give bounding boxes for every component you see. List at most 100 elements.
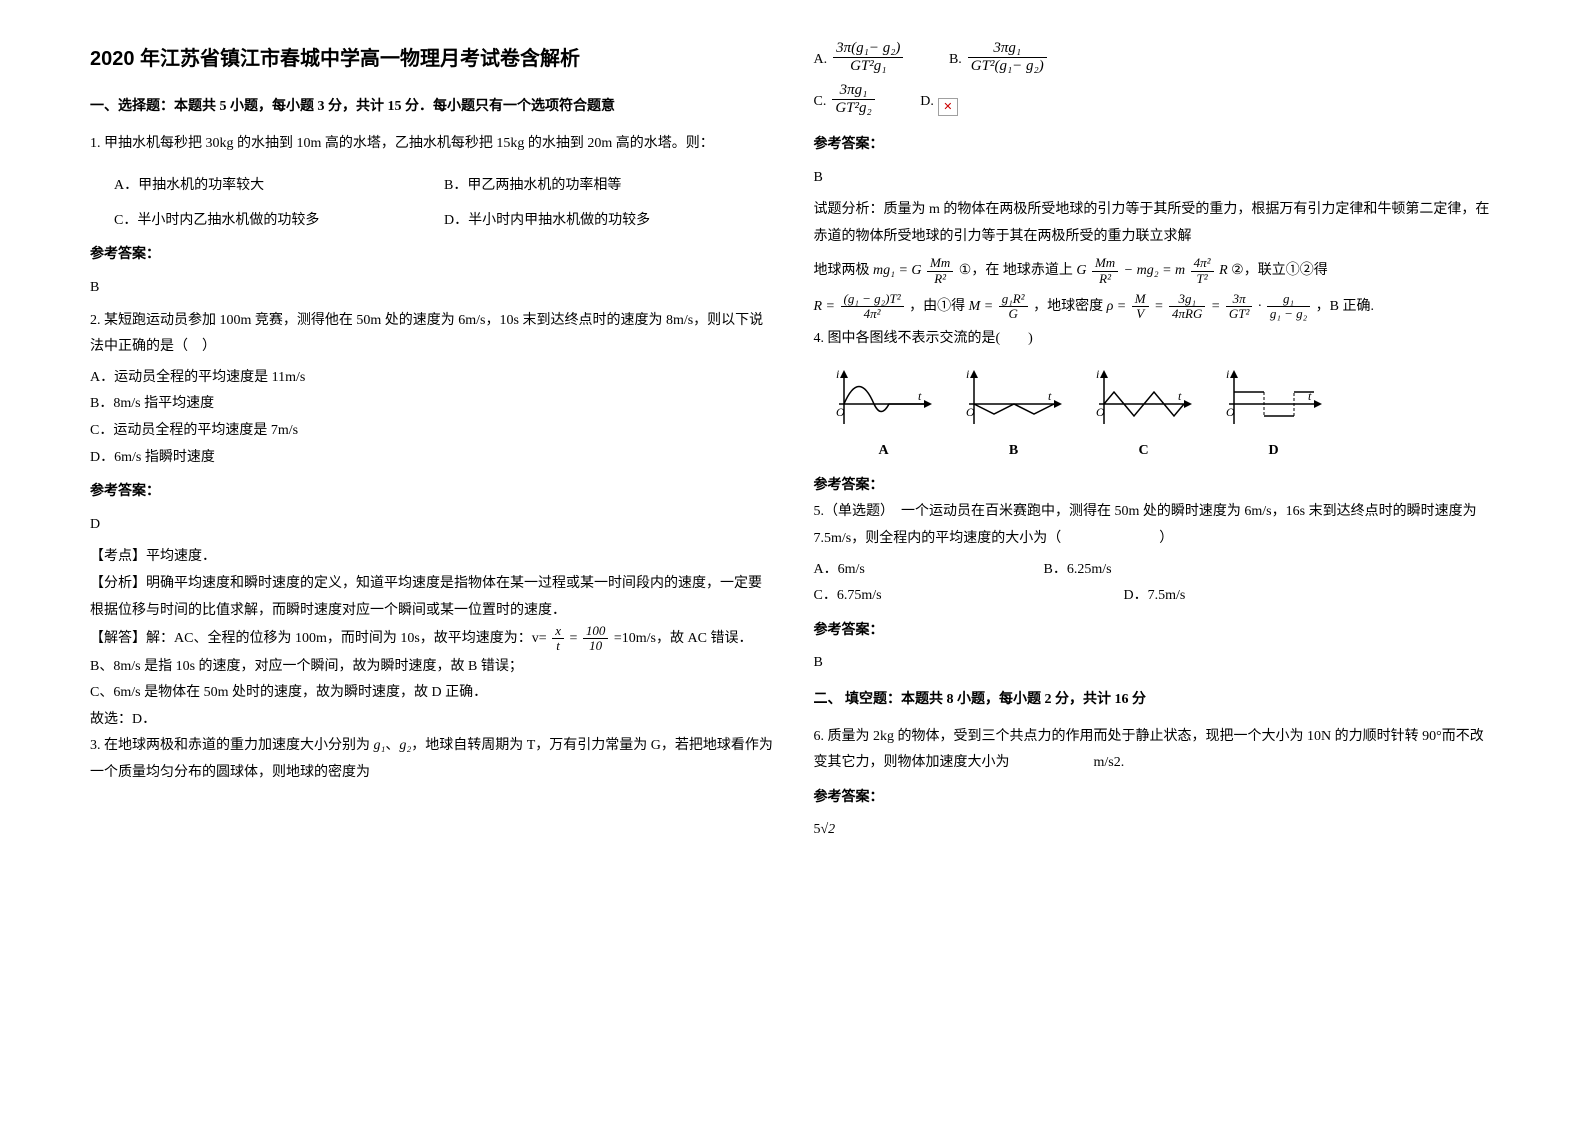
q3-f5-frac3: 3π GT² bbox=[1226, 292, 1253, 322]
q4-stem: 4. 图中各图线不表示交流的是( ) bbox=[814, 326, 1498, 353]
q2-answer: D bbox=[90, 512, 774, 539]
left-column: 2020 年江苏省镇江市春城中学高一物理月考试卷含解析 一、选择题：本题共 5 … bbox=[90, 40, 774, 850]
svg-text:O: O bbox=[836, 405, 845, 419]
wave-diagram-D: i O t bbox=[1224, 364, 1324, 434]
svg-text:i: i bbox=[1096, 367, 1099, 381]
q6-answer-pre: 5 bbox=[814, 822, 821, 837]
q3-optC: C. 3πg₁ GT²g₂ bbox=[814, 82, 877, 116]
q2-lineC: C、6m/s 是物体在 50m 处时的速度，故为瞬时速度，故 D 正确． bbox=[90, 680, 774, 707]
svg-text:O: O bbox=[1096, 405, 1105, 419]
q3-labelC: C. bbox=[814, 89, 827, 116]
svg-text:t: t bbox=[1308, 389, 1312, 403]
q4-labelA: A bbox=[834, 438, 934, 465]
q3-f3-lhs: R = bbox=[814, 299, 839, 314]
q3-f5-frac4: g₁ g₁ − g₂ bbox=[1267, 292, 1310, 322]
q3-stem-pre: 3. 在地球两极和赤道的重力加速度大小分别为 bbox=[90, 738, 374, 753]
q2-lineB: B、8m/s 是指 10s 的速度，对应一个瞬间，故为瞬时速度，故 B 错误； bbox=[90, 654, 774, 681]
q3-optA: A. 3π(g₁− g₂) GT²g₁ bbox=[814, 40, 906, 74]
svg-text:t: t bbox=[1048, 389, 1052, 403]
q3-f5-post: ，B 正确. bbox=[1316, 299, 1374, 314]
q3-f5-eq2: = bbox=[1211, 299, 1224, 314]
q4-answer-label: 参考答案： bbox=[814, 473, 1498, 500]
section1-head: 一、选择题：本题共 5 小题，每小题 3 分，共计 15 分．每小题只有一个选项… bbox=[90, 94, 774, 121]
q6-answer-label: 参考答案： bbox=[814, 785, 1498, 812]
wave-diagram-B: i O t bbox=[964, 364, 1064, 434]
svg-text:i: i bbox=[836, 367, 839, 381]
q5-options-row1: A．6m/s B．6.25m/s bbox=[814, 557, 1498, 584]
q2-optC: C．运动员全程的平均速度是 7m/s bbox=[90, 418, 774, 445]
q3-optD: D. ✕ bbox=[920, 89, 958, 116]
q1-answer-label: 参考答案： bbox=[90, 242, 774, 269]
q1-optA: A．甲抽水机的功率较大 bbox=[114, 173, 394, 200]
q3-labelB: B. bbox=[949, 47, 962, 74]
section2-head: 二、 填空题：本题共 8 小题，每小题 2 分，共计 16 分 bbox=[814, 687, 1498, 714]
q4-diagC: i O t C bbox=[1094, 364, 1194, 465]
q2-jieda-post: =10m/s，故 AC 错误． bbox=[614, 631, 753, 646]
q3-line2-pre: 地球两极 bbox=[814, 263, 874, 278]
q3-optB: B. 3πg₁ GT²(g₁− g₂) bbox=[949, 40, 1049, 74]
q3-f2-R: R bbox=[1219, 263, 1228, 278]
q5-optA: A．6m/s bbox=[814, 557, 994, 584]
q3-analysis: 试题分析：质量为 m 的物体在两极所受地球的引力等于其所受的重力，根据万有引力定… bbox=[814, 197, 1498, 250]
q3-labelA: A. bbox=[814, 47, 828, 74]
svg-text:t: t bbox=[918, 389, 922, 403]
q3-f5-dot: · bbox=[1258, 299, 1262, 314]
svg-text:O: O bbox=[1226, 405, 1235, 419]
q3-answer: B bbox=[814, 165, 1498, 192]
q3-optA-frac: 3π(g₁− g₂) GT²g₁ bbox=[833, 40, 903, 74]
svg-text:t: t bbox=[1178, 389, 1182, 403]
frac-x-t: x t bbox=[552, 624, 564, 654]
q2-optB: B．8m/s 指平均速度 bbox=[90, 391, 774, 418]
q1-options-row1: A．甲抽水机的功率较大 B．甲乙两抽水机的功率相等 bbox=[90, 173, 774, 200]
q3-f2-post: ②，联立①②得 bbox=[1231, 263, 1328, 278]
q4-diagB: i O t B bbox=[964, 364, 1064, 465]
q2-fenxi: 【分析】明确平均速度和瞬时速度的定义，知道平均速度是指物体在某一过程或某一时间段… bbox=[90, 571, 774, 624]
q1-stem: 1. 甲抽水机每秒把 30kg 的水抽到 10m 高的水塔，乙抽水机每秒把 15… bbox=[90, 131, 774, 158]
broken-image-icon: ✕ bbox=[938, 98, 958, 116]
wave-diagram-C: i O t bbox=[1094, 364, 1194, 434]
q3-optC-frac: 3πg₁ GT²g₂ bbox=[832, 82, 874, 116]
q5-optD: D．7.5m/s bbox=[1124, 583, 1186, 610]
q3-f2-frac: Mm R² bbox=[1092, 256, 1118, 286]
q3-g1: g₁ bbox=[374, 738, 386, 753]
q2-jieda: 【解答】解：AC、全程的位移为 100m，而时间为 10s，故平均速度为：v= … bbox=[90, 624, 774, 654]
q3-g2: g₂ bbox=[399, 738, 411, 753]
q4-labelC: C bbox=[1094, 438, 1194, 465]
q3-options-row2: C. 3πg₁ GT²g₂ D. ✕ bbox=[814, 82, 1498, 124]
q3-f4-frac: g₁R² G bbox=[999, 292, 1028, 322]
q3-f5-lhs: ρ = bbox=[1107, 299, 1130, 314]
q2-kaodian: 【考点】平均速度． bbox=[90, 544, 774, 571]
q3-f5-frac2: 3g₁ 4πRG bbox=[1169, 292, 1205, 322]
frac-100-10: 100 10 bbox=[583, 624, 609, 654]
q5-optB: B．6.25m/s bbox=[1044, 557, 1112, 584]
q3-f5-frac1: M V bbox=[1132, 292, 1149, 322]
q1-optB: B．甲乙两抽水机的功率相等 bbox=[444, 173, 621, 200]
q3-deriv-line2: R = (g₁ − g₂)T² 4π² ，由①得 M = g₁R² G ，地球密… bbox=[814, 292, 1498, 322]
right-column: A. 3π(g₁− g₂) GT²g₁ B. 3πg₁ GT²(g₁− g₂) … bbox=[814, 40, 1498, 850]
q3-f2-mid: − mg₂ = m bbox=[1124, 263, 1185, 278]
q2-optD: D．6m/s 指瞬时速度 bbox=[90, 445, 774, 472]
q2-optA: A．运动员全程的平均速度是 11m/s bbox=[90, 365, 774, 392]
q3-stem: 3. 在地球两极和赤道的重力加速度大小分别为 g₁、g₂，地球自转周期为 T，万… bbox=[90, 733, 774, 786]
q4-diagD: i O t D bbox=[1224, 364, 1324, 465]
q2-lineSel: 故选：D． bbox=[90, 707, 774, 734]
q3-f1-post: ①，在 地球赤道上 bbox=[959, 263, 1077, 278]
q3-stem-mid: 、 bbox=[385, 738, 399, 753]
q3-deriv-line1: 地球两极 mg₁ = G Mm R² ①，在 地球赤道上 G Mm R² − m… bbox=[814, 256, 1498, 286]
q4-labelD: D bbox=[1224, 438, 1324, 465]
q1-optD: D．半小时内甲抽水机做的功较多 bbox=[444, 208, 650, 235]
q3-f2-frac2: 4π² T² bbox=[1191, 256, 1214, 286]
q3-f2-lhs: G bbox=[1076, 263, 1086, 278]
q3-f1-lhs: mg₁ = G bbox=[873, 263, 922, 278]
q2-answer-label: 参考答案： bbox=[90, 479, 774, 506]
q2-jieda-pre: 【解答】解：AC、全程的位移为 100m，而时间为 10s，故平均速度为：v= bbox=[90, 631, 547, 646]
q5-stem: 5.（单选题） 一个运动员在百米赛跑中，测得在 50m 处的瞬时速度为 6m/s… bbox=[814, 499, 1498, 552]
q3-f1-frac: Mm R² bbox=[927, 256, 953, 286]
q1-options-row2: C．半小时内乙抽水机做的功较多 D．半小时内甲抽水机做的功较多 bbox=[90, 208, 774, 235]
svg-text:i: i bbox=[1226, 367, 1229, 381]
q5-optC: C．6.75m/s bbox=[814, 583, 1074, 610]
q5-answer: B bbox=[814, 650, 1498, 677]
svg-text:O: O bbox=[966, 405, 975, 419]
exam-title: 2020 年江苏省镇江市春城中学高一物理月考试卷含解析 bbox=[90, 40, 774, 78]
q1-optC: C．半小时内乙抽水机做的功较多 bbox=[114, 208, 394, 235]
